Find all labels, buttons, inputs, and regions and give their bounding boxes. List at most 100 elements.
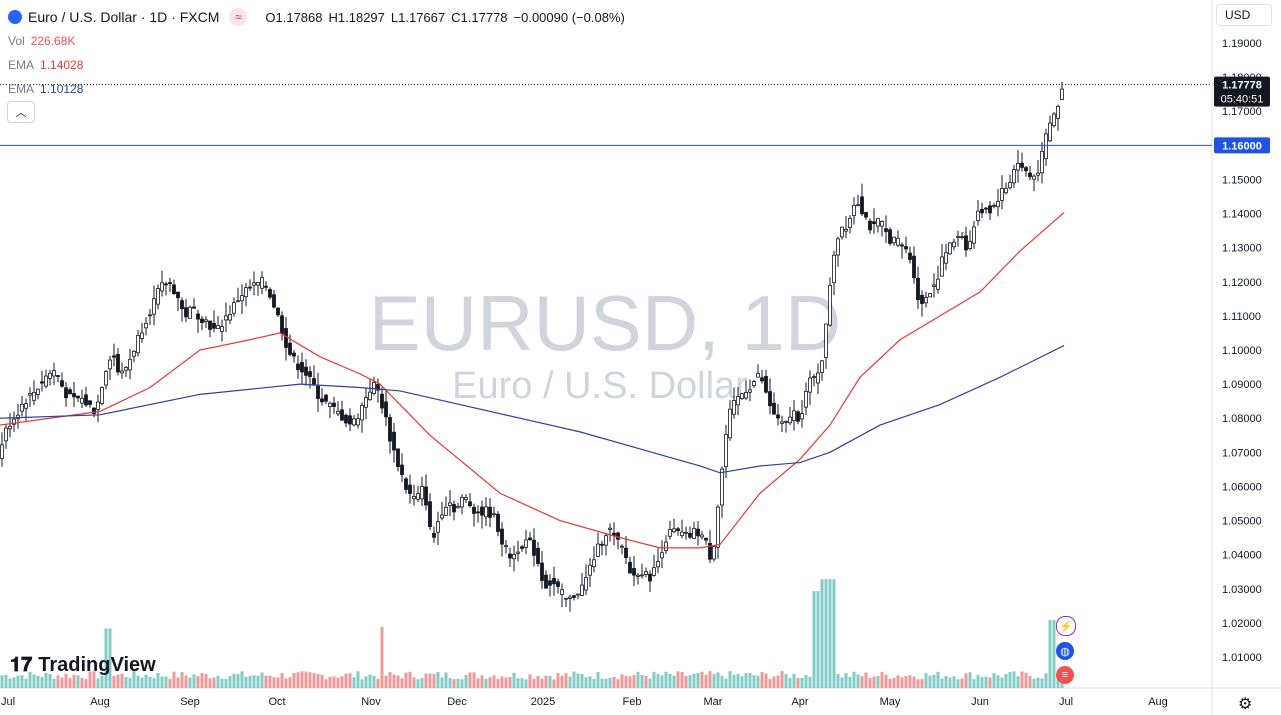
candle-body	[152, 298, 156, 315]
volume-bar	[492, 675, 496, 688]
candle-body	[60, 380, 64, 387]
candle-body	[124, 367, 128, 371]
candle-body	[692, 528, 696, 539]
candle-body	[500, 528, 504, 545]
candle-body	[116, 353, 120, 373]
volume-bar	[392, 674, 396, 688]
volume-bar	[400, 678, 404, 688]
candle-body	[920, 294, 924, 304]
globe-icon[interactable]: ◍	[1056, 642, 1074, 660]
candle-body	[872, 221, 876, 224]
volume-bar	[80, 678, 84, 688]
candle-body	[96, 401, 100, 410]
volume-bar	[312, 673, 316, 688]
volume-bar	[1008, 671, 1012, 688]
volume-bar	[0, 675, 4, 688]
candle-body	[764, 375, 768, 393]
candle-body	[300, 361, 304, 373]
volume-bar	[824, 579, 828, 688]
vol-label[interactable]: Vol	[8, 34, 25, 48]
settings-icon[interactable]: ⚙	[1238, 696, 1253, 713]
volume-bar	[148, 676, 152, 688]
symbol-title[interactable]: Euro / U.S. Dollar · 1D · FXCM	[28, 9, 220, 25]
candle-body	[1008, 182, 1012, 189]
volume-bar	[736, 673, 740, 688]
candle-body	[652, 567, 656, 576]
candle-body	[196, 313, 200, 320]
candle-body	[536, 547, 540, 564]
candle-body	[272, 294, 276, 308]
volume-bar	[756, 675, 760, 688]
y-tick-label: 1.09000	[1222, 379, 1262, 391]
compare-icon[interactable]: ≈	[229, 8, 248, 26]
volume-bar	[760, 671, 764, 688]
volume-bar	[880, 671, 884, 688]
volume-bar	[748, 672, 752, 688]
volume-bar	[576, 673, 580, 688]
ema1-value: 1.14028	[40, 58, 84, 72]
volume-bar	[40, 677, 44, 688]
volume-bar	[64, 673, 68, 688]
candle-body	[712, 546, 716, 560]
flag-icon[interactable]: ≡	[1056, 666, 1074, 684]
volume-bar	[192, 674, 196, 688]
lightning-icon[interactable]: ⚡	[1056, 616, 1076, 636]
candle-body	[484, 506, 488, 518]
candle-body	[88, 400, 92, 405]
tradingview-logo[interactable]: 𝟏𝟕 TradingView	[10, 654, 156, 677]
candle-body	[908, 252, 912, 260]
candle-body	[648, 573, 652, 582]
candle-body	[572, 595, 576, 598]
volume-bar	[680, 671, 684, 688]
candle-body	[188, 306, 192, 319]
volume-bar	[344, 673, 348, 688]
volume-bar	[708, 671, 712, 688]
volume-bar	[228, 675, 232, 688]
ema2-label[interactable]: EMA	[8, 82, 35, 96]
tv-mark-icon: 𝟏𝟕	[10, 654, 33, 676]
volume-bar	[656, 673, 660, 688]
volume-bar	[872, 676, 876, 688]
candle-body	[328, 402, 332, 408]
candle-body	[976, 210, 980, 221]
y-tick-label: 1.02000	[1222, 618, 1262, 630]
currency-select[interactable]: USD	[1216, 4, 1272, 26]
volume-bar	[732, 674, 736, 688]
candle-body	[780, 421, 784, 424]
candle-body	[288, 342, 292, 355]
candle-body	[180, 300, 184, 310]
volume-bar	[116, 674, 120, 688]
candle-body	[332, 402, 336, 407]
candle-body	[968, 240, 972, 249]
volume-bar	[788, 678, 792, 688]
volume-bar	[956, 679, 960, 688]
candle-body	[36, 388, 40, 395]
candle-body	[832, 254, 836, 284]
volume-bar	[36, 676, 40, 688]
volume-bar	[436, 672, 440, 688]
candle-body	[260, 277, 264, 289]
candle-body	[348, 415, 352, 425]
candle-body	[428, 501, 432, 528]
candle-body	[524, 539, 528, 548]
volume-bar	[328, 676, 332, 688]
volume-bar	[440, 677, 444, 688]
volume-bar	[604, 678, 608, 688]
volume-bar	[920, 678, 924, 688]
volume-bar	[564, 673, 568, 688]
volume-bar	[884, 674, 888, 688]
volume-bar	[632, 674, 636, 688]
volume-bar	[828, 579, 832, 688]
volume-bar	[172, 671, 176, 688]
ema1-label[interactable]: EMA	[8, 58, 35, 72]
collapse-legend-button[interactable]: ︿	[7, 101, 35, 123]
candle-body	[604, 535, 608, 546]
candle-body	[324, 394, 328, 402]
candle-body	[1044, 133, 1048, 160]
volume-bar	[624, 675, 628, 688]
volume-bar	[900, 677, 904, 688]
volume-bar	[220, 678, 224, 688]
volume-bar	[244, 676, 248, 688]
volume-bar	[612, 676, 616, 688]
